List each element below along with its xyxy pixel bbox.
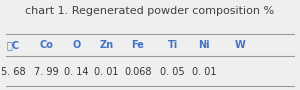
Text: chart 1. Regenerated powder composition %: chart 1. Regenerated powder composition … [26,6,275,16]
Text: Zn: Zn [99,40,114,50]
Text: 7. 99: 7. 99 [34,67,59,77]
Text: 0. 14: 0. 14 [64,67,89,77]
Text: 0. 05: 0. 05 [160,67,185,77]
Text: 0.068: 0.068 [124,67,152,77]
Text: Co: Co [40,40,53,50]
Text: O: O [72,40,81,50]
Text: Ti: Ti [167,40,178,50]
Text: Fe: Fe [132,40,144,50]
Text: W: W [235,40,245,50]
Text: 0. 01: 0. 01 [192,67,216,77]
Text: 0. 01: 0. 01 [94,67,119,77]
Text: Ni: Ni [198,40,210,50]
Text: 扫C: 扫C [7,40,20,50]
Text: 5. 68: 5. 68 [1,67,26,77]
